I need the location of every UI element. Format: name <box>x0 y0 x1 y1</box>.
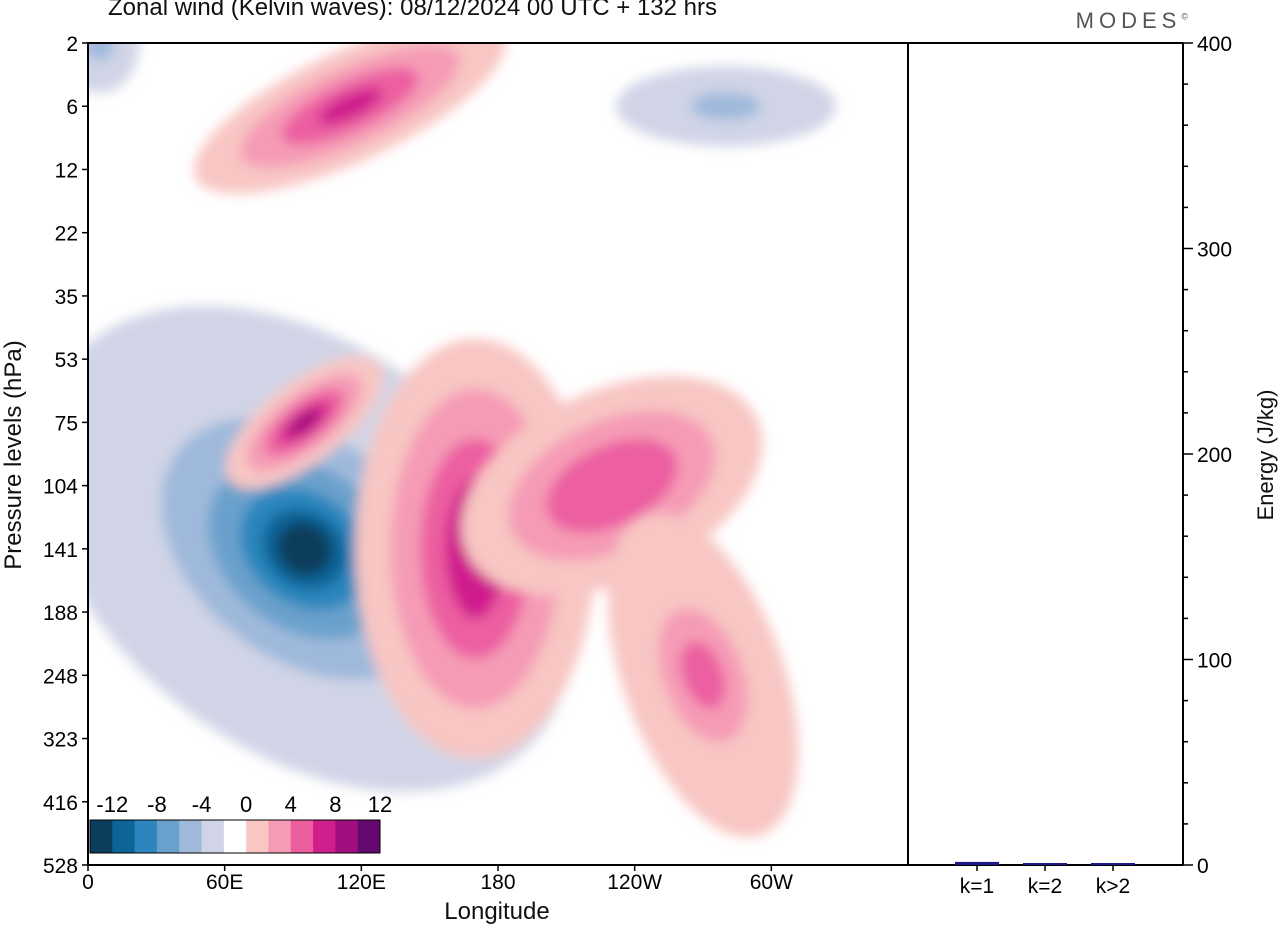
contour-group <box>88 43 836 838</box>
x-tick-label: 60E <box>206 871 243 894</box>
colorbar-swatch <box>246 820 269 853</box>
contour-region <box>277 522 332 576</box>
y-tick-label: 2 <box>66 33 78 56</box>
chart-title: Zonal wind (Kelvin waves): 08/12/2024 00… <box>108 0 717 21</box>
colorbar-label: 0 <box>240 792 252 817</box>
colorbar-label: -12 <box>96 792 128 817</box>
y-tick-label: 75 <box>55 412 78 435</box>
contour-region <box>690 92 761 121</box>
colorbar-label: 12 <box>368 792 392 817</box>
bar-category-label: k=1 <box>960 875 994 898</box>
energy-tick-label: 400 <box>1197 33 1232 56</box>
energy-tick-label: 0 <box>1197 855 1209 878</box>
x-tick-label: 60W <box>750 871 793 894</box>
x-tick-label: 0 <box>82 871 94 894</box>
y-tick-label: 6 <box>66 96 78 119</box>
x-tick-label: 120W <box>607 871 662 894</box>
colorbar: -12 -8 -4 0 4 8 12 <box>89 792 392 854</box>
colorbar-swatch <box>357 820 381 853</box>
energy-bar <box>1091 863 1135 865</box>
y-tick-label: 104 <box>43 476 78 499</box>
colorbar-swatch <box>156 820 180 853</box>
colorbar-swatch <box>179 820 203 853</box>
colorbar-swatch <box>134 820 158 853</box>
logo-text: MODES <box>1075 8 1182 33</box>
bar-category-label: k=2 <box>1028 875 1062 898</box>
colorbar-swatch <box>313 820 336 853</box>
contour-region <box>88 43 115 61</box>
x-tick-label: 120E <box>337 871 386 894</box>
colorbar-label: -8 <box>147 792 167 817</box>
colorbar-label: 8 <box>329 792 341 817</box>
bar-category-label: k>2 <box>1096 875 1130 898</box>
y-tick-label: 35 <box>55 286 78 309</box>
contour-region <box>680 641 726 709</box>
logo-mark: © <box>1181 11 1188 22</box>
colorbar-swatch <box>223 820 247 853</box>
y-tick-label: 248 <box>43 665 78 688</box>
y-tick-label: 188 <box>43 602 78 625</box>
y-tick-label: 416 <box>43 792 78 815</box>
colorbar-label: -4 <box>192 792 212 817</box>
x-axis-label: Longitude <box>444 898 550 925</box>
y-tick-label: 12 <box>55 159 78 182</box>
contour-region <box>291 411 318 434</box>
colorbar-swatch <box>201 820 225 853</box>
colorbar-frame <box>89 819 381 854</box>
y-tick-label: 22 <box>55 223 78 246</box>
energy-tick-label: 100 <box>1197 650 1232 673</box>
energy-bar-panel: 0 100 200 300 400 k=1 k=2 k>2 <box>908 33 1232 898</box>
energy-bar <box>1023 863 1067 865</box>
y-tick-label: 528 <box>43 855 78 878</box>
modes-logo: MODES© <box>1076 8 1188 34</box>
heatmap-plot-area <box>88 43 836 838</box>
energy-tick-label: 300 <box>1197 239 1232 262</box>
colorbar-swatch <box>112 820 136 853</box>
colorbar-swatch <box>290 820 314 853</box>
colorbar-label: 4 <box>285 792 297 817</box>
colorbar-swatch <box>268 820 292 853</box>
y-tick-label: 141 <box>43 539 78 562</box>
energy-tick-label: 200 <box>1197 444 1232 467</box>
colorbar-swatch <box>335 820 359 853</box>
contour-region <box>546 438 678 533</box>
x-tick-label: 180 <box>480 871 515 894</box>
y-tick-label: 53 <box>55 349 78 372</box>
y-tick-label: 323 <box>43 729 78 752</box>
energy-bar <box>955 861 999 865</box>
contour-region <box>317 87 383 125</box>
colorbar-swatch <box>90 820 113 853</box>
energy-axis-label: Energy (J/kg) <box>1253 389 1278 521</box>
y-axis-label: Pressure levels (hPa) <box>0 340 27 570</box>
